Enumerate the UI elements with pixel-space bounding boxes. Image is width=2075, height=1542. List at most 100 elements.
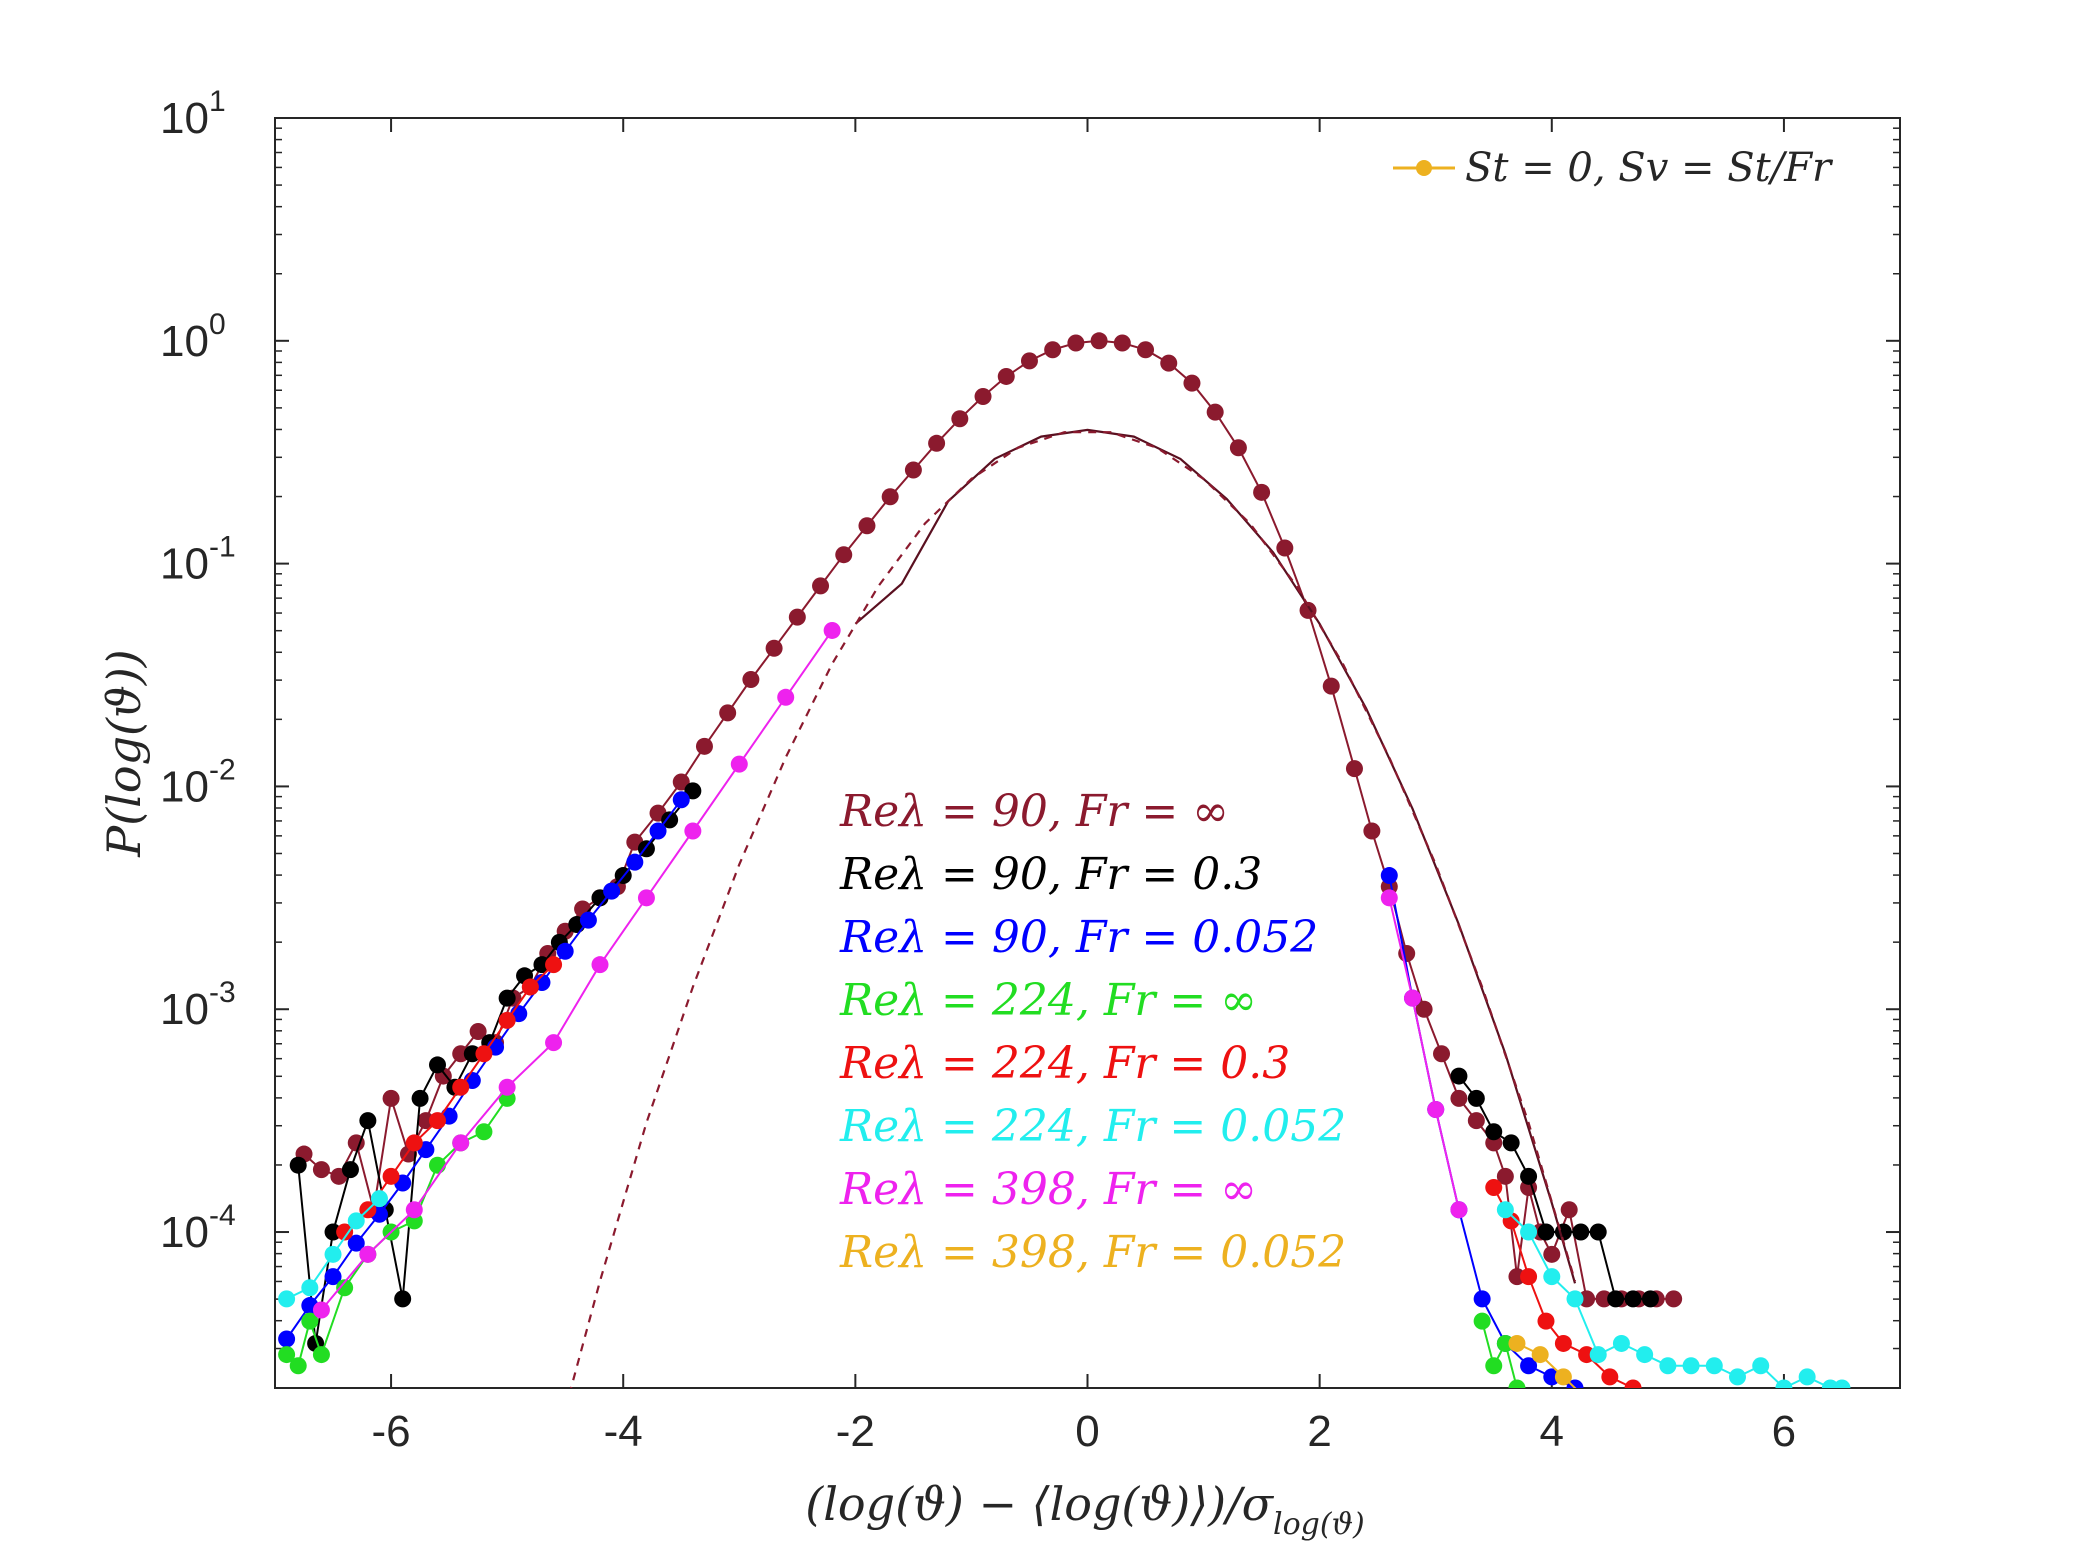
data-point	[1020, 352, 1038, 370]
data-point	[429, 1112, 446, 1130]
data-point	[382, 1089, 400, 1107]
data-point	[1520, 1357, 1538, 1375]
data-point	[1160, 354, 1178, 372]
annotation-label: Reλ = 90, Fr = 0.3	[839, 849, 1262, 900]
data-point	[1404, 989, 1421, 1007]
data-point	[672, 791, 690, 809]
series-line	[320, 629, 1460, 1311]
x-tick-label: 4	[1540, 1407, 1564, 1456]
data-point	[370, 1190, 388, 1208]
data-point	[347, 1234, 365, 1252]
data-point	[1433, 1045, 1451, 1063]
data-point	[823, 621, 841, 639]
series-layer	[278, 332, 1851, 1388]
data-point	[1537, 1223, 1555, 1241]
data-point	[429, 1056, 446, 1074]
data-point	[556, 942, 574, 960]
data-point	[405, 1201, 423, 1219]
data-point	[1554, 1334, 1572, 1352]
annotation-label: Reλ = 224, Fr = ∞	[839, 975, 1257, 1026]
data-point	[545, 1034, 563, 1052]
data-point	[1572, 1223, 1590, 1241]
data-point	[359, 1245, 377, 1263]
axis-ticks	[275, 117, 1900, 1389]
series-1	[289, 782, 1659, 1352]
data-point	[359, 1112, 377, 1130]
series-5	[278, 1190, 1851, 1388]
y-tick-label: 101	[160, 85, 226, 143]
data-point	[765, 639, 783, 657]
y-tick-label: 10-3	[160, 976, 236, 1034]
data-point	[730, 755, 748, 773]
data-point	[278, 1330, 296, 1348]
data-point	[812, 577, 830, 595]
x-tick-label: -6	[372, 1407, 411, 1456]
data-point	[301, 1279, 319, 1297]
data-point	[777, 688, 795, 706]
data-point	[1543, 1245, 1561, 1263]
data-point	[637, 889, 655, 907]
data-point	[289, 1357, 307, 1375]
data-point	[1775, 1379, 1793, 1388]
y-tick-label: 10-4	[160, 1199, 236, 1257]
data-point	[1537, 1312, 1555, 1330]
y-tick-label: 100	[160, 308, 226, 366]
x-axis-label: (log(ϑ) − ⟨log(ϑ)⟩)/σlog(ϑ)	[805, 1477, 1364, 1542]
data-point	[951, 410, 969, 428]
data-point	[289, 1156, 307, 1174]
data-point	[498, 1078, 516, 1096]
data-point	[336, 1279, 354, 1297]
data-point	[1520, 1167, 1538, 1185]
data-point	[411, 1089, 429, 1107]
annotation-label: Reλ = 224, Fr = 0.3	[839, 1038, 1290, 1089]
annotation-label: Reλ = 398, Fr = ∞	[839, 1164, 1257, 1215]
data-point	[278, 1346, 296, 1364]
data-point	[1183, 374, 1201, 392]
data-point	[1137, 341, 1155, 359]
series-4	[336, 956, 1642, 1388]
data-point	[336, 1223, 354, 1241]
data-point	[1705, 1357, 1723, 1375]
data-point	[1467, 1089, 1485, 1107]
series-7	[1508, 1334, 1577, 1388]
data-point	[301, 1312, 319, 1330]
data-point	[1624, 1379, 1642, 1388]
data-point	[347, 1212, 365, 1230]
data-point	[1229, 439, 1247, 457]
y-axis-label: P(log(ϑ))	[97, 649, 151, 857]
data-point	[1601, 1368, 1619, 1386]
data-point	[1607, 1290, 1625, 1308]
data-point	[1624, 1290, 1642, 1308]
annotation-label: Reλ = 224, Fr = 0.052	[839, 1101, 1346, 1152]
data-point	[498, 1011, 516, 1029]
data-point	[1044, 341, 1062, 359]
data-point	[1427, 1100, 1445, 1118]
data-point	[1363, 822, 1381, 840]
data-point	[312, 1346, 330, 1364]
data-point	[1665, 1290, 1683, 1308]
data-point	[858, 517, 876, 535]
data-point	[1467, 1112, 1485, 1130]
data-point	[1415, 1000, 1433, 1018]
series-line	[569, 431, 1577, 1388]
data-point	[1560, 1201, 1578, 1219]
data-point	[649, 822, 667, 840]
data-point	[626, 853, 644, 871]
data-point	[1566, 1379, 1584, 1388]
series-line	[1516, 1342, 1577, 1388]
data-point	[429, 1156, 446, 1174]
data-point	[684, 822, 702, 840]
data-point	[312, 1161, 330, 1179]
data-point	[1798, 1368, 1816, 1386]
data-point	[1113, 334, 1131, 352]
data-point	[1485, 1178, 1503, 1196]
data-point	[1659, 1357, 1677, 1375]
legend-label: St = 0, Sv = St/Fr	[1465, 145, 1834, 191]
data-point	[1682, 1357, 1700, 1375]
data-point	[684, 782, 702, 800]
data-point	[1641, 1290, 1659, 1308]
data-point	[1589, 1223, 1607, 1241]
data-point	[788, 608, 806, 626]
data-point	[1502, 1134, 1520, 1152]
